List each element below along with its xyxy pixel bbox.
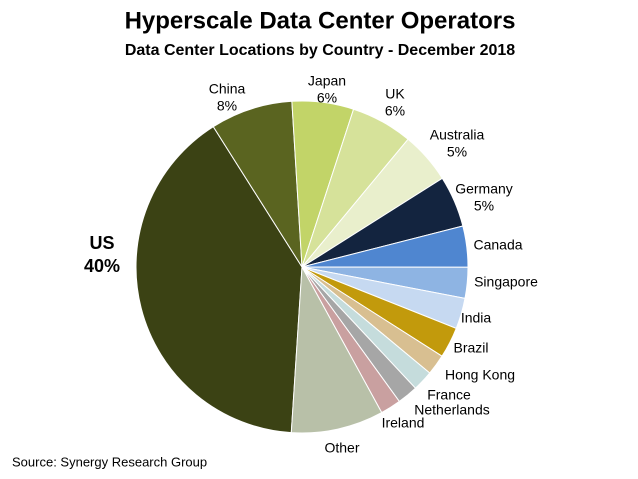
slice-label: Singapore bbox=[474, 274, 538, 290]
pie-slice bbox=[135, 125, 303, 434]
slice-label: US bbox=[89, 233, 114, 253]
slice-label: China bbox=[209, 81, 246, 97]
slice-label: Canada bbox=[473, 237, 522, 253]
value-label: 6% bbox=[385, 103, 405, 119]
value-label: 40% bbox=[84, 256, 120, 276]
slice-label: UK bbox=[385, 86, 405, 102]
slice-label: Ireland bbox=[382, 415, 425, 431]
value-label: 6% bbox=[317, 90, 337, 106]
slice-label: Australia bbox=[430, 127, 485, 143]
slice-label: Germany bbox=[455, 181, 513, 197]
slice-label: Japan bbox=[308, 73, 346, 89]
value-label: 5% bbox=[447, 144, 467, 160]
chart-title: Hyperscale Data Center Operators bbox=[125, 7, 516, 34]
slice-label: Other bbox=[324, 440, 359, 456]
chart-subtitle: Data Center Locations by Country - Decem… bbox=[125, 42, 515, 59]
value-label: 5% bbox=[474, 198, 494, 214]
slice-label: France bbox=[427, 387, 471, 403]
source-note: Source: Synergy Research Group bbox=[12, 454, 207, 469]
pie-slice bbox=[290, 265, 383, 434]
slice-label: Hong Kong bbox=[445, 367, 515, 383]
value-label: 8% bbox=[217, 98, 237, 114]
slice-label: India bbox=[461, 310, 492, 326]
slice-label: Brazil bbox=[453, 340, 488, 356]
slice-label: Netherlands bbox=[414, 402, 490, 418]
